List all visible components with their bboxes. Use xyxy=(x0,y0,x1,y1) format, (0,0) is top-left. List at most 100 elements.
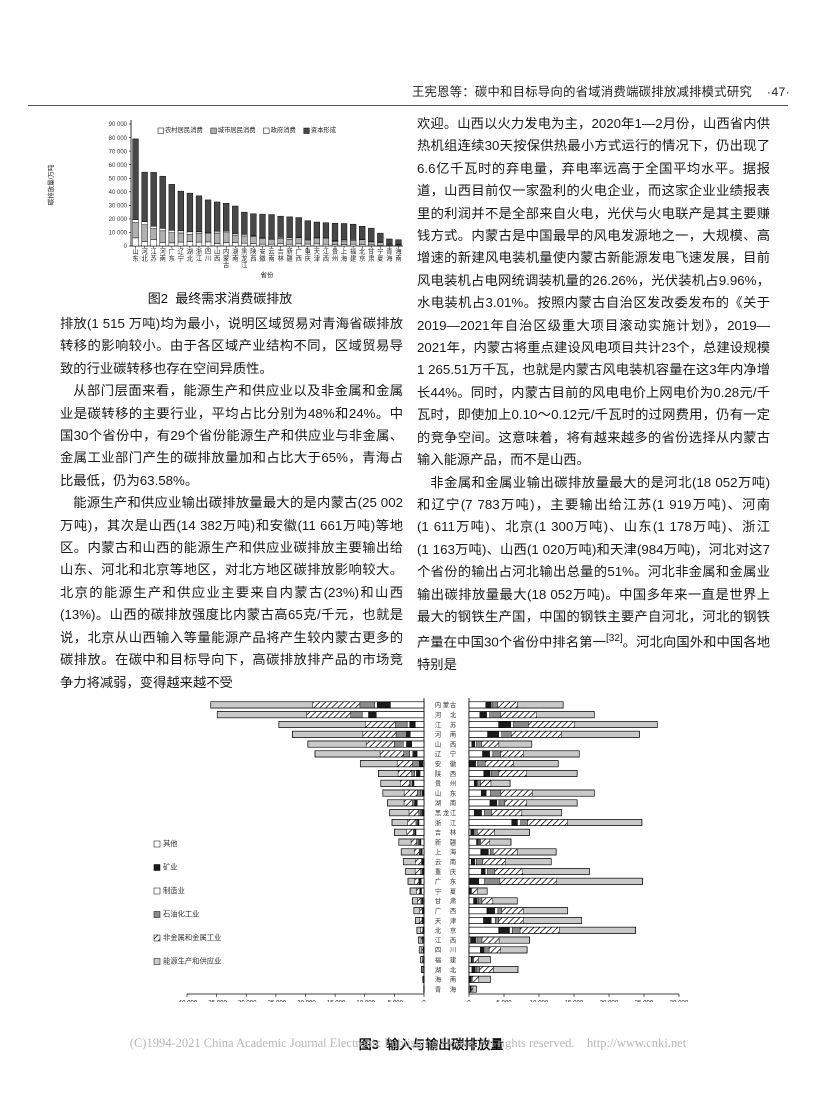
svg-text:新: 新 xyxy=(287,247,294,256)
svg-text:石油化工业: 石油化工业 xyxy=(163,910,199,919)
svg-text:10 000: 10 000 xyxy=(109,231,128,237)
svg-text:东: 东 xyxy=(132,253,138,262)
svg-text:碳排放量/万吨: 碳排放量/万吨 xyxy=(46,164,55,205)
svg-text:疆: 疆 xyxy=(450,838,457,846)
svg-text:夏: 夏 xyxy=(377,254,384,262)
svg-text:北: 北 xyxy=(359,248,366,256)
svg-text:西: 西 xyxy=(450,740,456,748)
svg-text:南: 南 xyxy=(268,253,274,262)
svg-text:宁: 宁 xyxy=(377,247,383,256)
svg-text:建: 建 xyxy=(350,253,357,262)
svg-text:-25 000: -25 000 xyxy=(266,1000,287,1003)
svg-text:吉: 吉 xyxy=(435,829,441,837)
svg-text:建: 建 xyxy=(450,955,457,964)
svg-text:肃: 肃 xyxy=(450,896,456,905)
svg-text:湖: 湖 xyxy=(435,965,441,974)
svg-text:江: 江 xyxy=(435,721,442,729)
svg-text:海: 海 xyxy=(341,253,348,262)
svg-text:川: 川 xyxy=(205,255,211,262)
svg-text:天: 天 xyxy=(435,917,442,925)
svg-text:海: 海 xyxy=(450,847,457,856)
svg-text:广: 广 xyxy=(169,247,175,256)
svg-text:广: 广 xyxy=(296,247,302,256)
svg-text:重: 重 xyxy=(305,248,311,256)
svg-text:州: 州 xyxy=(450,781,456,788)
svg-text:-30 000: -30 000 xyxy=(236,1000,257,1003)
svg-text:30 000: 30 000 xyxy=(109,204,128,210)
svg-text:内: 内 xyxy=(435,700,441,709)
svg-text:京: 京 xyxy=(450,926,456,935)
svg-text:徽: 徽 xyxy=(259,253,266,262)
svg-text:辽: 辽 xyxy=(178,248,185,256)
svg-text:南: 南 xyxy=(450,798,456,807)
svg-text:福: 福 xyxy=(435,955,441,964)
svg-text:川: 川 xyxy=(450,947,456,954)
svg-text:湖: 湖 xyxy=(435,798,441,807)
svg-text:江: 江 xyxy=(450,809,457,817)
svg-text:贵: 贵 xyxy=(435,779,441,788)
svg-text:津: 津 xyxy=(450,917,457,925)
svg-text:山: 山 xyxy=(435,788,441,797)
svg-text:西: 西 xyxy=(214,254,220,262)
svg-text:新: 新 xyxy=(435,837,442,846)
svg-text:江: 江 xyxy=(241,261,248,269)
svg-text:青: 青 xyxy=(386,247,392,256)
svg-text:苏: 苏 xyxy=(151,253,157,262)
svg-text:资本形成: 资本形成 xyxy=(311,125,337,134)
svg-text:龙: 龙 xyxy=(241,253,248,262)
svg-text:30 000: 30 000 xyxy=(670,1000,689,1003)
svg-text:黑: 黑 xyxy=(241,248,247,256)
svg-text:15 000: 15 000 xyxy=(565,1000,584,1003)
svg-text:25 000: 25 000 xyxy=(635,1000,654,1003)
svg-text:辽: 辽 xyxy=(435,750,442,758)
svg-text:贵: 贵 xyxy=(332,247,338,256)
svg-text:10 000: 10 000 xyxy=(530,1000,549,1003)
svg-text:-20 000: -20 000 xyxy=(295,1000,316,1003)
svg-text:云: 云 xyxy=(268,248,274,256)
svg-text:北: 北 xyxy=(450,966,457,974)
svg-text:省份: 省份 xyxy=(261,270,275,279)
svg-text:北: 北 xyxy=(435,927,442,935)
svg-text:东: 东 xyxy=(450,788,456,797)
svg-text:江: 江 xyxy=(151,248,158,256)
svg-text:农村居民消费: 农村居民消费 xyxy=(165,125,203,134)
svg-text:夏: 夏 xyxy=(450,887,457,895)
svg-text:宁: 宁 xyxy=(178,253,184,262)
svg-text:非金属和金属工业: 非金属和金属工业 xyxy=(163,933,221,942)
svg-text:-40 000: -40 000 xyxy=(177,1000,198,1003)
svg-text:重: 重 xyxy=(435,868,441,876)
svg-text:制造业: 制造业 xyxy=(163,886,185,895)
svg-text:北: 北 xyxy=(450,711,457,719)
svg-text:蒙: 蒙 xyxy=(223,253,229,262)
svg-text:50 000: 50 000 xyxy=(109,176,128,182)
svg-text:矿业: 矿业 xyxy=(163,863,178,872)
svg-text:北: 北 xyxy=(141,254,148,262)
svg-text:东: 东 xyxy=(450,877,456,886)
svg-text:南: 南 xyxy=(450,857,456,866)
svg-text:湖: 湖 xyxy=(187,247,193,256)
svg-text:湖: 湖 xyxy=(232,247,238,256)
svg-text:南: 南 xyxy=(395,253,401,262)
svg-text:东: 东 xyxy=(169,253,175,262)
svg-text:南: 南 xyxy=(160,253,166,262)
svg-text:古: 古 xyxy=(450,700,456,709)
svg-text:宁: 宁 xyxy=(435,886,441,895)
svg-text:海: 海 xyxy=(386,253,393,262)
svg-text:河: 河 xyxy=(435,731,442,739)
svg-text:林: 林 xyxy=(277,253,284,262)
svg-text:北: 北 xyxy=(187,254,194,262)
svg-text:浙: 浙 xyxy=(435,818,442,827)
svg-text:肃: 肃 xyxy=(368,253,374,262)
svg-text:上: 上 xyxy=(341,247,347,256)
svg-text:云: 云 xyxy=(435,858,441,866)
svg-text:江: 江 xyxy=(450,819,457,827)
svg-text:广: 广 xyxy=(435,906,441,915)
svg-text:陕: 陕 xyxy=(435,769,442,778)
svg-text:西: 西 xyxy=(323,254,329,262)
svg-text:南: 南 xyxy=(450,975,456,984)
svg-text:四: 四 xyxy=(205,248,211,256)
svg-text:江: 江 xyxy=(196,254,203,262)
svg-text:城市居民消费: 城市居民消费 xyxy=(218,125,256,134)
svg-text:20 000: 20 000 xyxy=(109,217,128,223)
svg-text:广: 广 xyxy=(435,877,441,886)
